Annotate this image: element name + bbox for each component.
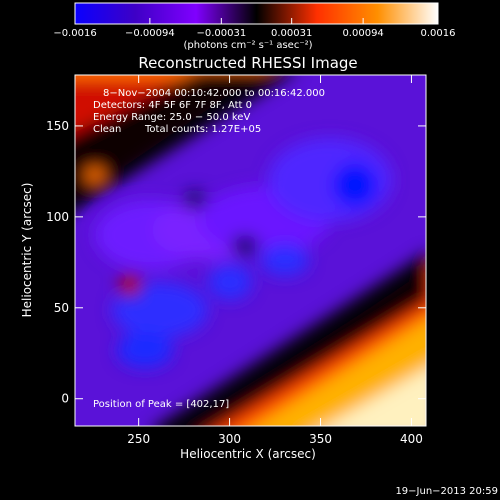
peak-position-annotation: Position of Peak = [402,17] bbox=[93, 399, 229, 410]
y-tick-label: 150 bbox=[46, 119, 69, 133]
colorbar-tick-label: 0.00094 bbox=[342, 28, 383, 39]
x-tick-label: 250 bbox=[127, 432, 150, 446]
clean-label: Clean bbox=[93, 124, 121, 135]
colorbar-ticks: −0.0016 −0.00094 −0.00031 0.00031 0.00094 0.0… bbox=[53, 18, 456, 39]
y-tick-label: 0 bbox=[61, 392, 69, 406]
time-range-annotation: 8−Nov−2004 00:10:42.000 to 00:16:42.000 bbox=[103, 88, 325, 99]
colorbar-tick-label: −0.00031 bbox=[196, 28, 246, 39]
colorbar-units-label: (photons cm⁻² s⁻¹ asec⁻²) bbox=[183, 40, 312, 51]
detectors-annotation: Detectors: 4F 5F 6F 7F 8F, Att 0 bbox=[93, 100, 252, 111]
footer-timestamp: 19−Jun−2013 20:59 bbox=[395, 486, 498, 497]
total-counts-annotation: Total counts: 1.27E+05 bbox=[144, 124, 261, 135]
colorbar-gradient bbox=[74, 2, 439, 25]
colorbar-tick-label: 0.0016 bbox=[421, 28, 456, 39]
colorbar-tick-label: −0.0016 bbox=[53, 28, 96, 39]
colorbar-tick-label: −0.00094 bbox=[125, 28, 175, 39]
chart-title: Reconstructed RHESSI Image bbox=[138, 54, 357, 72]
y-tick-label: 100 bbox=[46, 210, 69, 224]
y-tick-label: 50 bbox=[54, 301, 69, 315]
y-axis-ticks: 0 50 100 150 bbox=[46, 119, 426, 406]
x-tick-label: 400 bbox=[400, 432, 423, 446]
x-axis-ticks: 250 300 350 400 bbox=[127, 75, 423, 446]
energy-range-annotation: Energy Range: 25.0 − 50.0 keV bbox=[93, 112, 250, 123]
x-tick-label: 350 bbox=[309, 432, 332, 446]
x-axis-label: Heliocentric X (arcsec) bbox=[180, 447, 316, 461]
x-tick-label: 300 bbox=[218, 432, 241, 446]
heatmap-image bbox=[75, 75, 426, 426]
colorbar-tick-label: 0.00031 bbox=[271, 28, 312, 39]
y-axis-label: Heliocentric Y (arcsec) bbox=[20, 183, 34, 318]
plot-frame bbox=[74, 74, 427, 427]
